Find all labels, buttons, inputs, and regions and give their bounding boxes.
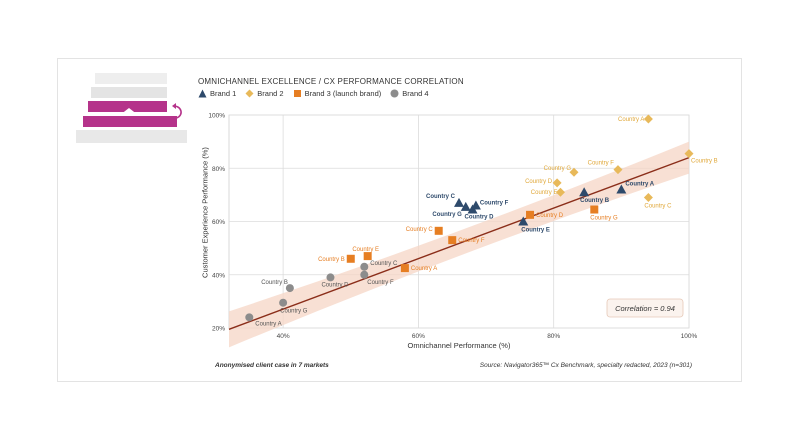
brand4-point [326, 273, 335, 282]
brand2-point-label: Country C [644, 204, 672, 210]
x-tick-label: 60% [412, 333, 425, 340]
brand1-point-label: Country D [465, 215, 495, 221]
brand4-point-label: Country B [261, 280, 288, 286]
brand4-point [360, 270, 369, 279]
brand3-point-label: Country E [352, 247, 379, 253]
legend-label-brand2: Brand 2 [257, 89, 284, 98]
brand1-point-label: Country C [426, 194, 456, 200]
brand3-point [448, 236, 457, 245]
brand4-point-label: Country G [280, 309, 308, 315]
triangle-marker-icon [198, 89, 207, 98]
brand1-point [518, 216, 529, 226]
x-axis-label: Omnichannel Performance (%) [407, 341, 511, 350]
source-note: Source: Navigator365™ Cx Benchmark, spec… [479, 362, 692, 369]
brand3-point [363, 252, 372, 261]
brand2-point-label: Country A [618, 117, 644, 123]
brand3-point-label: Country C [406, 227, 434, 233]
brand2-point [569, 167, 579, 177]
brand1-point-label: Country B [580, 198, 610, 204]
brand3-point [434, 226, 443, 235]
diamond-marker-icon [245, 89, 254, 98]
brand1-point-label: Country A [625, 182, 654, 188]
legend-label-brand1: Brand 1 [210, 89, 237, 98]
chart-title: OMNICHANNEL EXCELLENCE / CX PERFORMANCE … [198, 77, 464, 86]
brand1-point [579, 187, 590, 197]
legend-item-brand2: Brand 2 [245, 89, 284, 98]
brand1-point-label: Country E [521, 228, 550, 234]
y-tick-label: 40% [212, 272, 225, 279]
trend-line [228, 156, 690, 330]
brand3-point-label: Country F [458, 238, 485, 244]
brand2-point-label: Country B [691, 159, 718, 165]
legend-label-brand3: Brand 3 (launch brand) [304, 89, 382, 98]
y-tick-label: 80% [212, 166, 225, 173]
x-tick-label: 100% [681, 333, 698, 340]
y-tick-label: 60% [212, 219, 225, 226]
brand3-point-label: Country A [411, 266, 437, 272]
brand1-point [454, 197, 464, 207]
x-tick-label: 40% [277, 333, 290, 340]
brand3-point [590, 205, 599, 214]
y-axis-label: Customer Experience Performance (%) [200, 147, 210, 278]
brand2-point [613, 165, 623, 175]
brand2-point-label: Country E [531, 190, 558, 196]
brand2-point [555, 187, 565, 197]
brand2-point [684, 149, 694, 159]
brand4-point-label: Country F [367, 280, 394, 286]
brand1-point-label: Country G [432, 212, 462, 218]
brand4-point-label: Country D [321, 282, 349, 288]
brand1-point-label: Country F [480, 201, 509, 207]
brand3-point [400, 264, 409, 273]
brand2-point [643, 193, 653, 203]
brand3-point [526, 210, 535, 219]
brand3-point [346, 254, 355, 263]
brand3-point-label: Country B [318, 257, 345, 263]
brand4-point-label: Country A [255, 321, 281, 327]
brand1-point [470, 200, 481, 210]
correlation-label: Correlation = 0.94 [615, 304, 675, 313]
legend-item-brand4: Brand 4 [390, 89, 429, 98]
footnote: Anonymised client case in 7 markets [215, 362, 329, 369]
brand1-point [616, 184, 627, 194]
y-tick-label: 20% [212, 326, 225, 333]
brand2-point-label: Country D [525, 179, 553, 185]
square-marker-icon [293, 90, 301, 97]
legend: Brand 1 Brand 2 Brand 3 (launch brand) B… [198, 89, 438, 98]
brand4-point [279, 298, 288, 307]
legend-item-brand1: Brand 1 [198, 89, 236, 98]
y-tick-label: 100% [208, 113, 225, 120]
brand2-point [643, 114, 653, 124]
brand3-point-label: Country G [590, 216, 618, 222]
brand2-point-label: Country G [544, 166, 572, 172]
legend-item-brand3: Brand 3 (launch brand) [293, 89, 382, 98]
stacked-layers-logo-icon [76, 73, 187, 143]
confidence-band [229, 141, 689, 348]
brand4-point [285, 284, 294, 293]
legend-label-brand4: Brand 4 [402, 89, 429, 98]
brand1-point [460, 201, 471, 211]
brand2-point [552, 178, 562, 188]
brand4-point [360, 262, 369, 271]
x-tick-label: 80% [547, 333, 560, 340]
correlation-box [606, 298, 684, 318]
brand4-point-label: Country C [370, 261, 398, 267]
brand2-point-label: Country F [588, 161, 615, 167]
circle-marker-icon [390, 89, 399, 98]
brand3-point-label: Country D [536, 213, 564, 219]
brand4-point [245, 313, 254, 322]
